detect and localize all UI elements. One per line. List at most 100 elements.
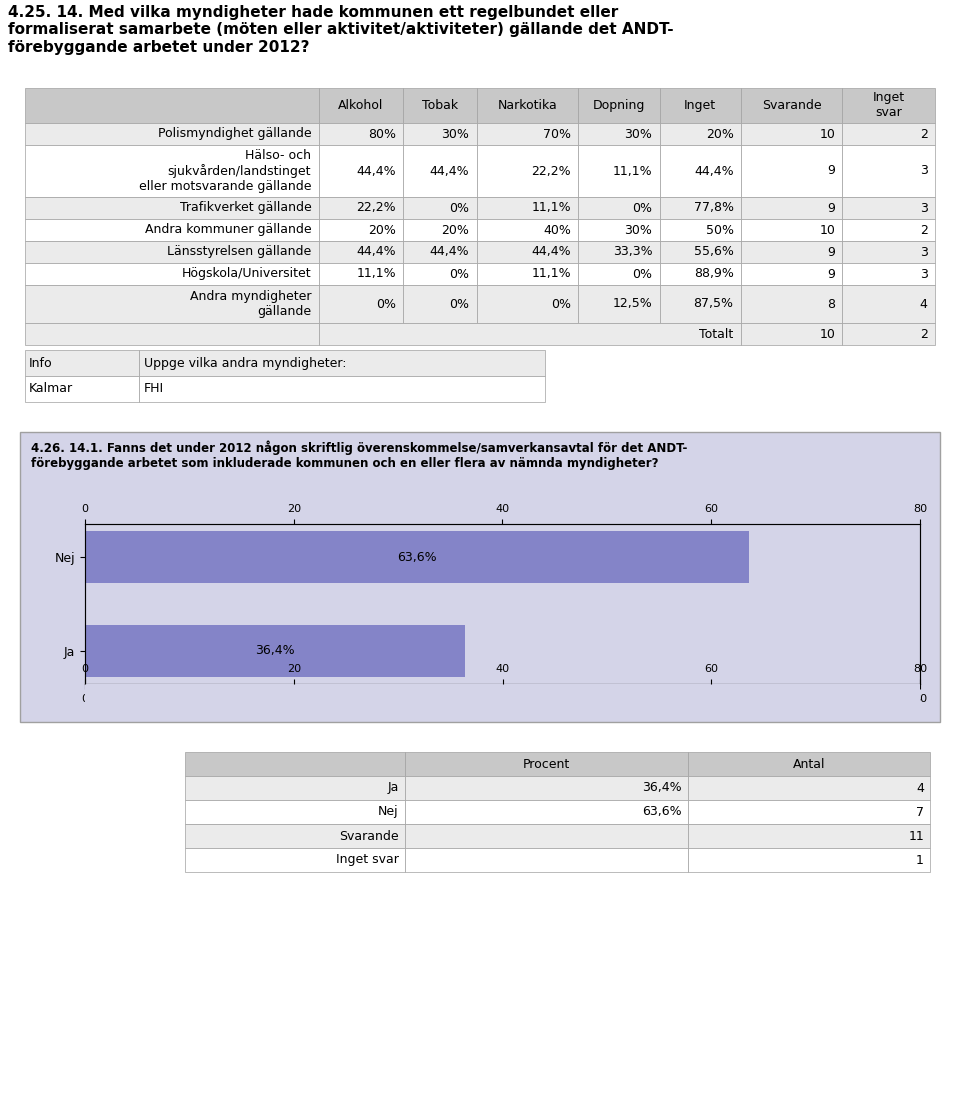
Bar <box>660 263 741 285</box>
Bar <box>405 824 688 848</box>
Text: 3: 3 <box>920 201 927 215</box>
Text: Totalt: Totalt <box>699 328 733 340</box>
Bar <box>85 532 749 583</box>
Bar <box>688 824 930 848</box>
Bar <box>578 197 660 219</box>
Bar <box>319 145 403 197</box>
Bar <box>741 263 843 285</box>
Text: 55,6%: 55,6% <box>694 245 733 258</box>
Bar <box>185 800 405 824</box>
Bar <box>741 145 843 197</box>
Bar <box>660 123 741 145</box>
Text: 10: 10 <box>819 224 835 236</box>
Text: 11,1%: 11,1% <box>356 267 396 281</box>
Text: Procent: Procent <box>522 758 570 771</box>
Text: 9: 9 <box>828 164 835 178</box>
Bar <box>403 285 476 323</box>
Text: Trafikverket gällande: Trafikverket gällande <box>180 201 311 215</box>
Text: Inget: Inget <box>684 98 716 112</box>
Bar <box>660 88 741 123</box>
Bar <box>578 285 660 323</box>
Bar <box>578 145 660 197</box>
Text: Nej: Nej <box>378 806 398 818</box>
Bar <box>660 145 741 197</box>
Text: 0%: 0% <box>449 298 469 310</box>
Text: 11,1%: 11,1% <box>531 267 571 281</box>
Text: 9: 9 <box>828 201 835 215</box>
Text: 4.26. 14.1. Fanns det under 2012 någon skriftlig överenskommelse/samverkansavtal: 4.26. 14.1. Fanns det under 2012 någon s… <box>31 441 687 470</box>
Text: 0%: 0% <box>449 201 469 215</box>
Text: Dopning: Dopning <box>592 98 645 112</box>
Text: 10: 10 <box>819 128 835 141</box>
Bar <box>403 219 476 241</box>
Bar <box>476 123 578 145</box>
Text: Ja: Ja <box>388 781 398 794</box>
Text: 44,4%: 44,4% <box>356 245 396 258</box>
Bar <box>403 88 476 123</box>
Text: Antal: Antal <box>793 758 826 771</box>
Text: 88,9%: 88,9% <box>694 267 733 281</box>
Bar <box>25 350 139 376</box>
Text: 2: 2 <box>920 328 927 340</box>
Bar <box>843 241 935 263</box>
Bar <box>476 145 578 197</box>
Text: Svarande: Svarande <box>762 98 822 112</box>
Text: Andra kommuner gällande: Andra kommuner gällande <box>145 224 311 236</box>
Bar <box>405 800 688 824</box>
Text: 77,8%: 77,8% <box>693 201 733 215</box>
Text: Alkohol: Alkohol <box>338 98 384 112</box>
Bar <box>741 123 843 145</box>
Bar <box>319 197 403 219</box>
Bar <box>476 197 578 219</box>
Text: Info: Info <box>29 357 53 369</box>
Text: 44,4%: 44,4% <box>531 245 571 258</box>
Text: 63,6%: 63,6% <box>397 551 437 564</box>
Text: 30%: 30% <box>624 224 652 236</box>
Bar <box>688 752 930 775</box>
Bar <box>660 285 741 323</box>
Bar <box>843 285 935 323</box>
Text: 50%: 50% <box>706 224 733 236</box>
Bar <box>741 323 843 345</box>
Bar <box>741 219 843 241</box>
Bar <box>843 123 935 145</box>
Bar <box>578 241 660 263</box>
Bar <box>319 219 403 241</box>
Text: Svarande: Svarande <box>339 829 398 843</box>
Text: 11,1%: 11,1% <box>531 201 571 215</box>
Text: 44,4%: 44,4% <box>430 245 469 258</box>
Text: Tobak: Tobak <box>421 98 458 112</box>
Bar <box>843 88 935 123</box>
Text: 36,4%: 36,4% <box>255 645 295 658</box>
Bar <box>688 800 930 824</box>
Bar <box>319 323 741 345</box>
Bar <box>405 752 688 775</box>
Text: 63,6%: 63,6% <box>642 806 682 818</box>
Bar <box>403 197 476 219</box>
Bar <box>25 88 319 123</box>
Bar <box>319 263 403 285</box>
Bar <box>403 145 476 197</box>
Bar <box>476 219 578 241</box>
Text: 87,5%: 87,5% <box>693 298 733 310</box>
Bar <box>85 626 465 677</box>
Text: 11,1%: 11,1% <box>612 164 652 178</box>
Bar <box>405 775 688 800</box>
Text: 40%: 40% <box>543 224 571 236</box>
Bar <box>185 775 405 800</box>
Bar <box>660 219 741 241</box>
Bar <box>185 824 405 848</box>
Bar <box>25 197 319 219</box>
Text: Kalmar: Kalmar <box>29 383 73 395</box>
Text: 20%: 20% <box>368 224 396 236</box>
Bar <box>403 241 476 263</box>
Text: 0%: 0% <box>449 267 469 281</box>
Text: 0%: 0% <box>376 298 396 310</box>
Bar <box>25 241 319 263</box>
Bar <box>843 323 935 345</box>
Bar <box>476 241 578 263</box>
Bar <box>25 145 319 197</box>
Text: Högskola/Universitet: Högskola/Universitet <box>181 267 311 281</box>
Bar <box>185 752 405 775</box>
Text: 44,4%: 44,4% <box>356 164 396 178</box>
